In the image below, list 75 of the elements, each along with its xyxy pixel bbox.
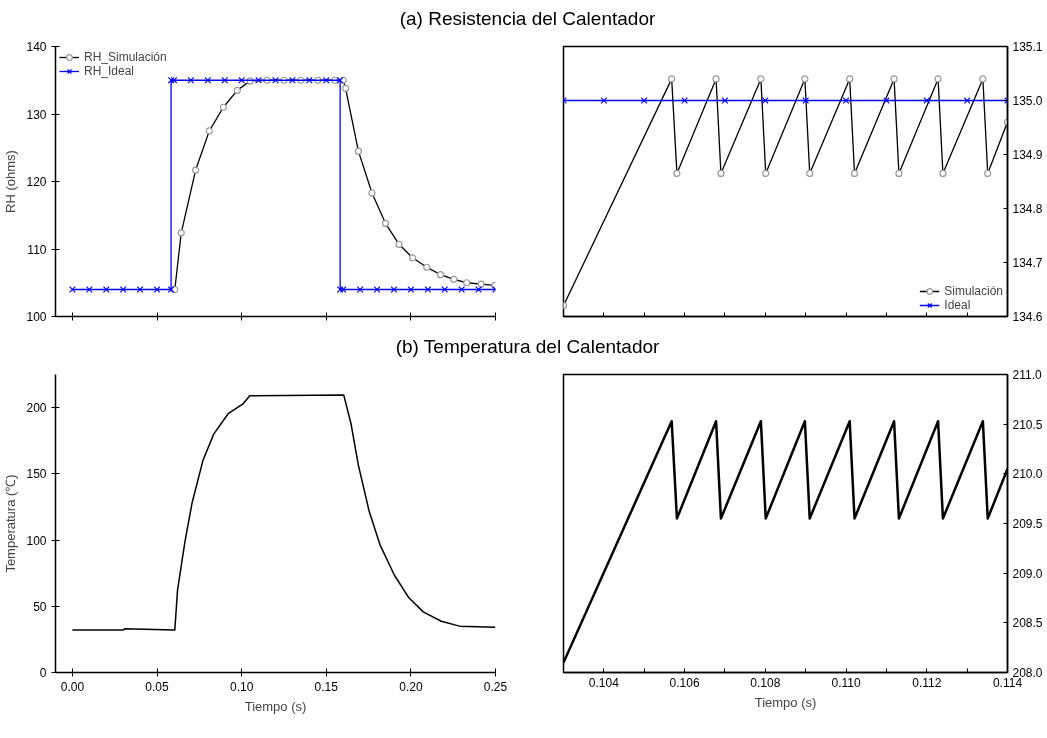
x-axis-title: Tiempo (s) <box>244 698 307 714</box>
point <box>272 76 279 84</box>
y-tick-label: 100 <box>26 310 47 324</box>
legend-label: Simulación <box>944 284 1003 298</box>
point <box>288 76 296 84</box>
point <box>963 97 971 104</box>
point <box>842 97 850 104</box>
x-tick-label: 0.112 <box>912 675 942 690</box>
y-tick-label: 211.0 <box>1012 368 1042 382</box>
x-tick-label: 0.15 <box>314 679 339 694</box>
point <box>600 97 608 104</box>
y-tick-label: 130 <box>26 107 47 122</box>
y-tick-label: 134.9 <box>1012 148 1043 162</box>
point <box>153 286 161 293</box>
point <box>390 286 398 293</box>
x-tick-label: 0.20 <box>399 679 423 694</box>
point <box>761 97 769 104</box>
point <box>187 76 195 84</box>
y-axis-title: RH (ohms) <box>3 150 19 213</box>
y-tick-label: 100 <box>26 533 47 548</box>
y-tick-label: 120 <box>26 175 47 189</box>
point <box>681 97 689 104</box>
line-series <box>71 394 496 631</box>
point <box>102 286 110 293</box>
point <box>640 97 648 104</box>
x-tick-label: 0.10 <box>229 679 254 694</box>
point <box>85 286 93 293</box>
point <box>721 97 729 104</box>
point <box>407 286 415 293</box>
point <box>923 97 931 104</box>
y-tick-label: 50 <box>33 599 47 614</box>
point <box>882 97 890 104</box>
y-tick-label: 209.0 <box>1012 566 1043 581</box>
chart-title: (a) Resistencia del Calentador <box>399 7 656 31</box>
legend-label: RH_Ideal <box>84 64 135 78</box>
y-tick-label: 209.5 <box>1012 517 1043 531</box>
y-tick-label: 150 <box>26 467 47 482</box>
x-tick-label: 0.104 <box>588 675 620 690</box>
point <box>255 76 263 84</box>
y-tick-label: 0 <box>39 666 47 680</box>
y-tick-label: 135.1 <box>1012 40 1043 54</box>
y-tick-label: 135.0 <box>1012 94 1043 108</box>
x-axis-title: Tiempo (s) <box>754 694 817 710</box>
point <box>136 286 144 293</box>
y-tick-label: 208.5 <box>1012 616 1043 631</box>
point <box>373 286 381 293</box>
point <box>356 286 364 293</box>
y-tick-label: 140 <box>26 40 47 54</box>
y-tick-label: 110 <box>27 242 47 257</box>
point <box>336 286 344 293</box>
point <box>441 286 449 293</box>
y-tick-label: 134.6 <box>1012 310 1043 324</box>
y-tick-label: 200 <box>26 401 47 416</box>
y-tick-label: 134.8 <box>1012 202 1043 216</box>
point <box>119 286 127 293</box>
x-tick-label: 0.00 <box>60 679 85 694</box>
point <box>238 76 246 84</box>
x-tick-label: 0.106 <box>669 675 700 690</box>
x-tick-label: 0.25 <box>483 679 508 694</box>
y-tick-label: 134.7 <box>1012 256 1043 270</box>
point <box>339 286 347 293</box>
x-tick-label: 0.110 <box>831 675 861 690</box>
point <box>424 286 432 293</box>
x-tick-label: 0.108 <box>750 675 781 690</box>
legend-label: RH_Simulación <box>84 50 167 64</box>
point <box>305 76 313 84</box>
y-axis-title: Temperatura (℃) <box>3 474 19 573</box>
x-tick-label: 0.05 <box>145 679 170 694</box>
point <box>802 97 810 104</box>
y-tick-label: 208.0 <box>1012 666 1043 680</box>
y-tick-label: 210.0 <box>1012 467 1043 482</box>
legend-label: Ideal <box>944 298 971 312</box>
point <box>458 286 466 293</box>
y-tick-label: 210.5 <box>1012 417 1043 432</box>
chart-title: (b) Temperatura del Calentador <box>395 335 660 359</box>
